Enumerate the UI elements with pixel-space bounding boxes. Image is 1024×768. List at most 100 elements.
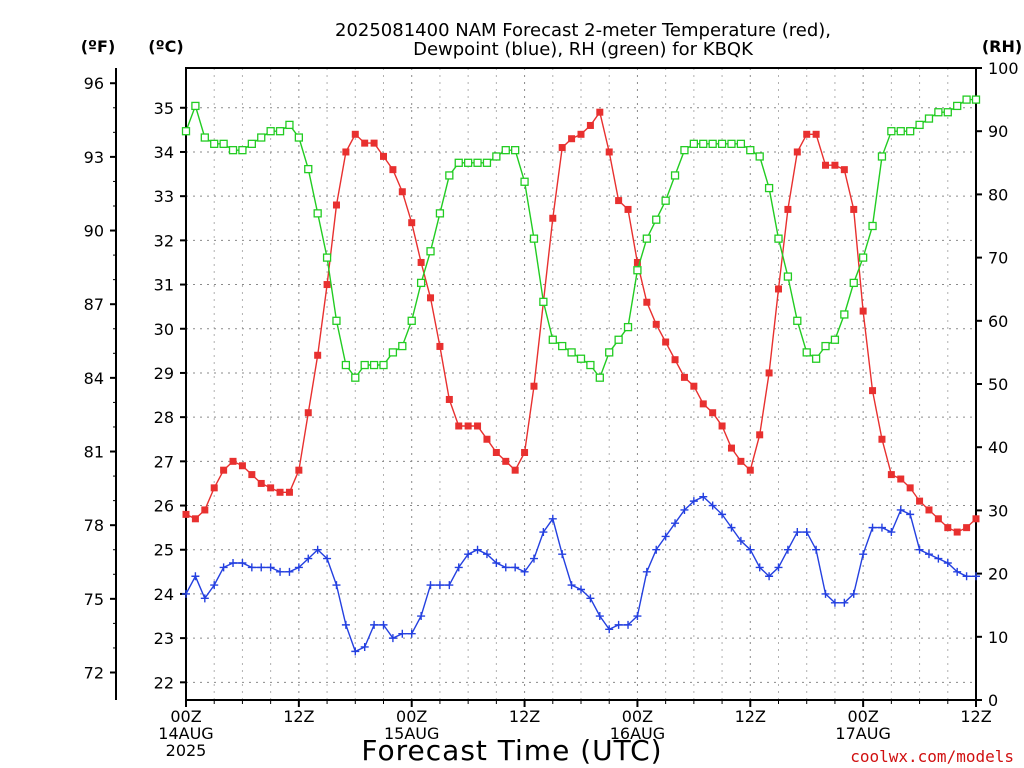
temperature-point (633, 258, 641, 266)
temperature-point (455, 422, 463, 430)
temperature-point (276, 488, 284, 496)
dewpoint-point (407, 629, 416, 638)
dewpoint-point (774, 563, 783, 572)
temperature-point (775, 285, 782, 293)
rh-tick-label: 70 (988, 249, 1008, 268)
rh-point (934, 108, 943, 117)
rh-point (426, 247, 435, 256)
temperature-point (314, 351, 322, 359)
rh-point (210, 139, 219, 148)
dewpoint-point (454, 563, 463, 572)
temperature-point (699, 400, 707, 408)
chart-title-line1: 2025081400 NAM Forecast 2-meter Temperat… (335, 20, 831, 41)
temperature-point (361, 139, 369, 147)
temperature-point (822, 161, 830, 169)
temperature-point (568, 135, 576, 143)
rh-point (971, 95, 981, 104)
rh-point (238, 146, 247, 155)
rh-point (764, 183, 774, 193)
rh-point (332, 316, 341, 325)
rh-point (548, 335, 557, 344)
dewpoint-point (285, 567, 294, 576)
rh-point (313, 209, 322, 218)
dewpoint-point (257, 563, 266, 572)
dewpoint-point (548, 514, 557, 523)
temperature-point (220, 466, 228, 474)
dewpoint-point (924, 550, 933, 559)
chart-title-line2: Dewpoint (blue), RH (green) for KBQK (413, 39, 754, 60)
temperature-point (492, 449, 500, 457)
temperature-point (577, 130, 585, 138)
rh-point (746, 146, 755, 155)
dewpoint-point (313, 545, 322, 554)
rh-point (670, 171, 680, 180)
temperature-point (803, 130, 811, 138)
rh-point (793, 316, 802, 325)
x-tick-label: 00Z 17AUG (835, 707, 890, 743)
celsius-tick-label: 26 (154, 497, 174, 516)
dewpoint-point (624, 620, 633, 629)
rh-point (877, 152, 887, 161)
rh-point (830, 335, 840, 344)
data-series (181, 95, 981, 656)
dewpoint-point (200, 594, 209, 603)
dewpoint-point (802, 528, 811, 537)
rh-point (520, 177, 529, 186)
rh-point (736, 139, 746, 148)
rh-point (529, 234, 539, 243)
temperature-point (558, 144, 566, 152)
rh-point (304, 164, 313, 174)
fahrenheit-tick-label: 90 (84, 222, 104, 241)
dewpoint-point (727, 523, 736, 532)
x-axis-label: Forecast Time (UTC) (361, 734, 662, 767)
dewpoint-point (276, 567, 285, 576)
rh-point (680, 146, 689, 155)
temperature-point (897, 475, 905, 483)
temperature-point (549, 214, 557, 222)
dewpoint-point (341, 620, 350, 629)
dewpoint-point (718, 510, 727, 519)
rh-point (586, 360, 595, 370)
temperature-point (417, 258, 425, 266)
temperature-point (427, 294, 435, 302)
fahrenheit-tick-label: 72 (84, 664, 104, 683)
rh-point (247, 139, 256, 148)
temperature-point (342, 148, 350, 156)
rh-point (661, 196, 670, 205)
dewpoint-point (671, 519, 680, 528)
x-tick-label: 12Z (509, 707, 540, 726)
dewpoint-point (351, 647, 360, 656)
x-tick-label: 12Z (735, 707, 766, 726)
fahrenheit-tick-label: 93 (84, 148, 104, 167)
dewpoint-point (238, 558, 247, 567)
rh-point (652, 215, 661, 224)
dewpoint-point (492, 558, 501, 567)
temperature-point (389, 166, 397, 174)
temperature-point (944, 524, 952, 532)
temperature-point (380, 152, 387, 160)
temperature-point (624, 205, 632, 213)
temperature-point (746, 466, 754, 474)
temperature-point (643, 298, 651, 306)
dewpoint-point (868, 523, 877, 532)
temperature-point (332, 201, 340, 209)
rh-point (887, 127, 896, 136)
dewpoint-point (859, 550, 868, 559)
temperature-point (398, 188, 406, 196)
dewpoint-point (708, 501, 717, 510)
temperature-point (953, 528, 961, 536)
celsius-tick-label: 24 (154, 585, 174, 604)
rh-unit-label: (RH) (982, 37, 1022, 56)
temperature-point (878, 435, 886, 443)
temperature-point (521, 449, 529, 457)
temperature-point (191, 515, 199, 523)
temperature-point (285, 488, 293, 496)
dewpoint-point (426, 581, 435, 590)
rh-point (924, 114, 934, 123)
celsius-tick-label: 29 (154, 364, 174, 383)
temperature-point (511, 466, 519, 474)
temperature-point (502, 457, 510, 465)
temperature-point (304, 409, 312, 417)
temperature-point (586, 121, 594, 129)
temperature-point (869, 387, 877, 395)
